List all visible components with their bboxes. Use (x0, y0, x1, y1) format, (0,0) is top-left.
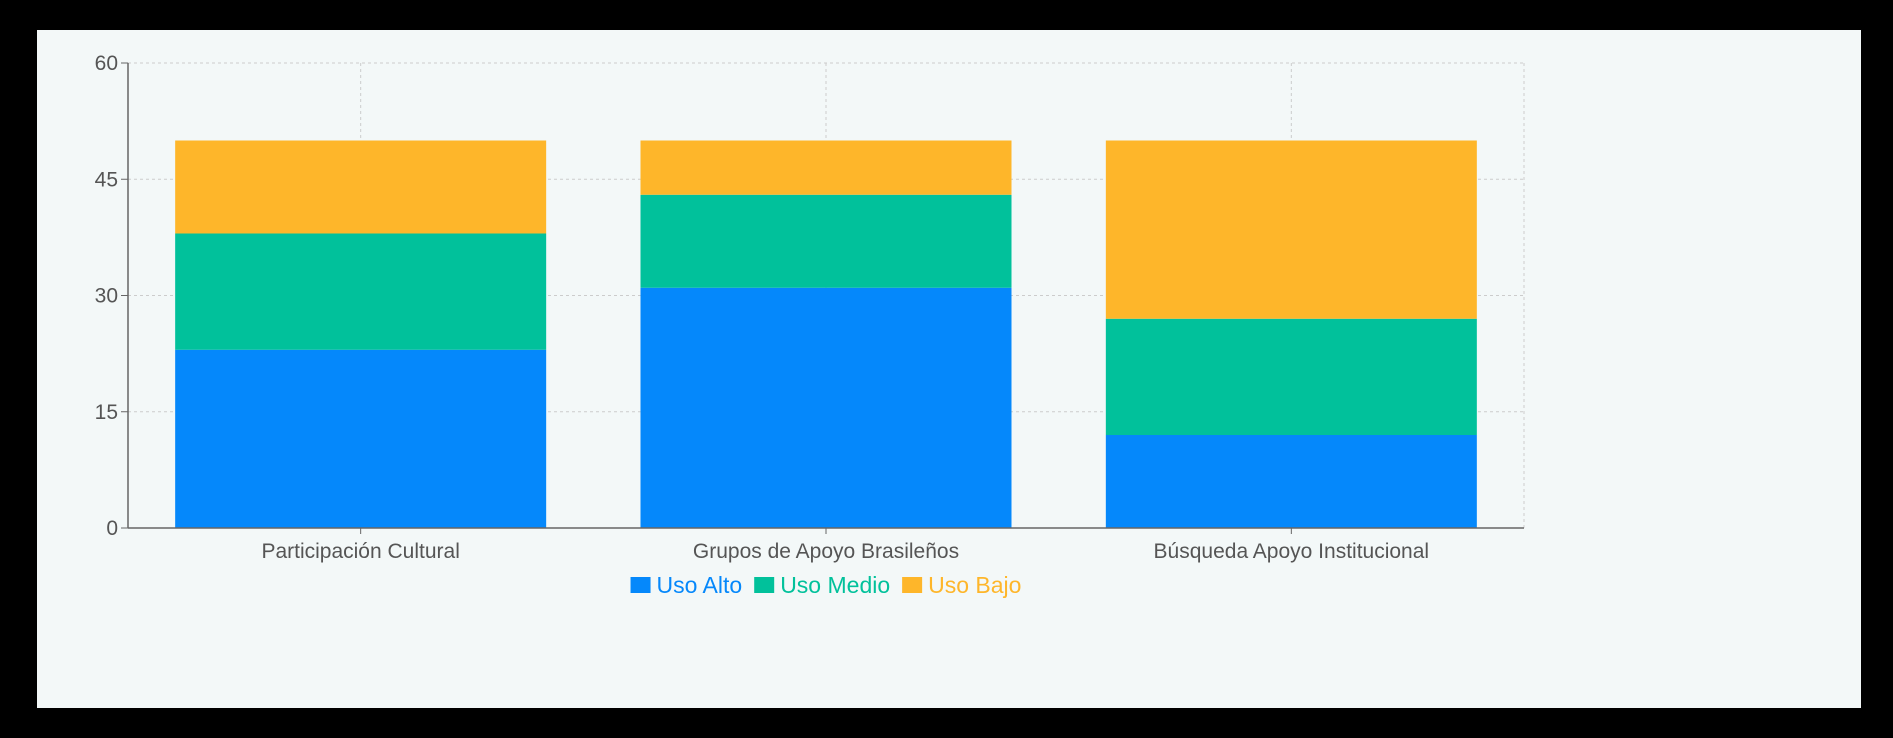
bar-uso-bajo-participacion-cultural[interactable] (175, 140, 547, 234)
bar-uso-bajo-busqueda-apoyo-institucional[interactable] (1105, 140, 1477, 319)
x-tick-label: Participación Cultural (261, 540, 459, 563)
axes: 0 15 30 45 60 Participación Cultural Grupos de… (95, 52, 1524, 563)
bar-uso-alto-busqueda-apoyo-institucional[interactable] (1105, 435, 1477, 528)
y-tick-label: 45 (95, 168, 118, 191)
legend-label: Uso Alto (657, 572, 743, 598)
legend-swatch (902, 577, 923, 593)
bar-uso-medio-participacion-cultural[interactable] (175, 233, 547, 350)
bar-uso-bajo-grupos-de-apoyo-brasilenos[interactable] (640, 140, 1012, 195)
chart-panel: 0 15 30 45 60 Participación Cultural Grupos de… (37, 30, 1861, 708)
legend[interactable]: Uso Alto Uso Medio Uso Bajo (630, 572, 1022, 598)
x-tick-label: Búsqueda Apoyo Institucional (1154, 540, 1430, 563)
stacked-bar-chart: 0 15 30 45 60 Participación Cultural Grupos de… (95, 52, 1525, 598)
legend-label: Uso Bajo (928, 572, 1021, 598)
x-tick-label: Grupos de Apoyo Brasileños (693, 540, 959, 563)
bar-uso-alto-participacion-cultural[interactable] (175, 349, 547, 528)
legend-item-uso-medio[interactable]: Uso Medio (754, 572, 890, 598)
y-tick-label: 0 (106, 517, 118, 540)
legend-item-uso-bajo[interactable]: Uso Bajo (902, 572, 1021, 598)
bar-uso-medio-grupos-de-apoyo-brasilenos[interactable] (640, 194, 1012, 288)
y-tick-label: 15 (95, 401, 118, 424)
legend-swatch (754, 577, 775, 593)
y-tick-label: 60 (95, 52, 118, 75)
bar-uso-alto-grupos-de-apoyo-brasilenos[interactable] (640, 287, 1012, 528)
bar-uso-medio-busqueda-apoyo-institucional[interactable] (1105, 318, 1477, 435)
legend-item-uso-alto[interactable]: Uso Alto (630, 572, 743, 598)
bars (175, 140, 1477, 528)
legend-label: Uso Medio (780, 572, 890, 598)
legend-swatch (630, 577, 651, 593)
y-tick-label: 30 (95, 285, 118, 308)
